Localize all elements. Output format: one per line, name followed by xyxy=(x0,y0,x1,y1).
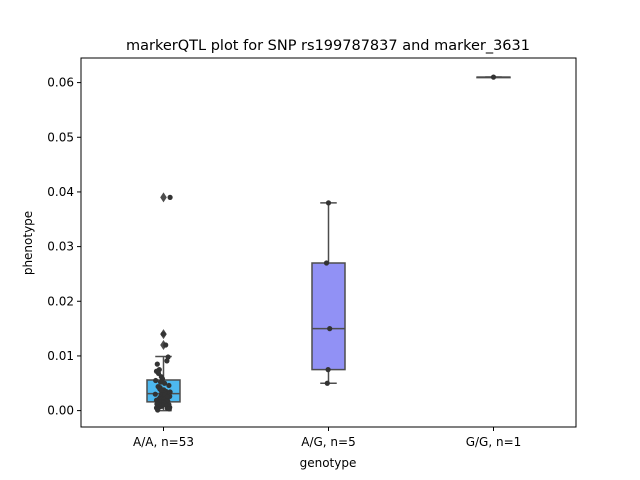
y-tick-label: 0.06 xyxy=(47,76,74,90)
x-axis: A/A, n=53 A/G, n=5 G/G, n=1 xyxy=(133,427,521,449)
y-tick-label: 0.01 xyxy=(47,349,74,363)
data-point xyxy=(490,74,497,80)
x-tick-label: A/A, n=53 xyxy=(133,435,194,449)
data-point xyxy=(155,407,161,413)
data-point xyxy=(166,406,172,412)
data-point xyxy=(163,342,169,348)
data-point xyxy=(327,326,333,332)
y-tick-label: 0.04 xyxy=(47,185,74,199)
x-axis-label: genotype xyxy=(300,456,357,470)
y-axis-label: phenotype xyxy=(21,211,35,275)
box-group xyxy=(311,202,346,385)
data-point xyxy=(161,380,168,386)
data-point xyxy=(323,260,330,266)
x-tick-label: G/G, n=1 xyxy=(466,435,522,449)
y-tick-label: 0.00 xyxy=(47,404,74,418)
x-tick-label: A/G, n=5 xyxy=(301,435,355,449)
outlier-marker xyxy=(160,192,167,203)
data-point xyxy=(153,377,159,384)
box-body xyxy=(311,262,346,371)
data-point xyxy=(167,194,173,200)
data-point xyxy=(158,388,164,394)
y-axis: 0.00 0.01 0.02 0.03 0.04 0.05 0.06 xyxy=(47,76,81,418)
box-series xyxy=(146,76,511,412)
data-point xyxy=(157,379,164,385)
data-point xyxy=(325,367,331,373)
data-point xyxy=(166,382,172,389)
chart-title: markerQTL plot for SNP rs199787837 and m… xyxy=(126,38,530,54)
data-point xyxy=(160,331,166,337)
plot-area-frame xyxy=(80,57,577,428)
data-point xyxy=(325,200,332,206)
data-point xyxy=(164,358,170,364)
data-point xyxy=(152,391,158,397)
strip-points xyxy=(152,74,497,413)
data-point xyxy=(154,361,160,367)
y-tick-label: 0.03 xyxy=(47,240,74,254)
y-tick-label: 0.02 xyxy=(47,294,74,308)
data-point xyxy=(324,380,330,386)
y-tick-label: 0.05 xyxy=(47,130,74,144)
